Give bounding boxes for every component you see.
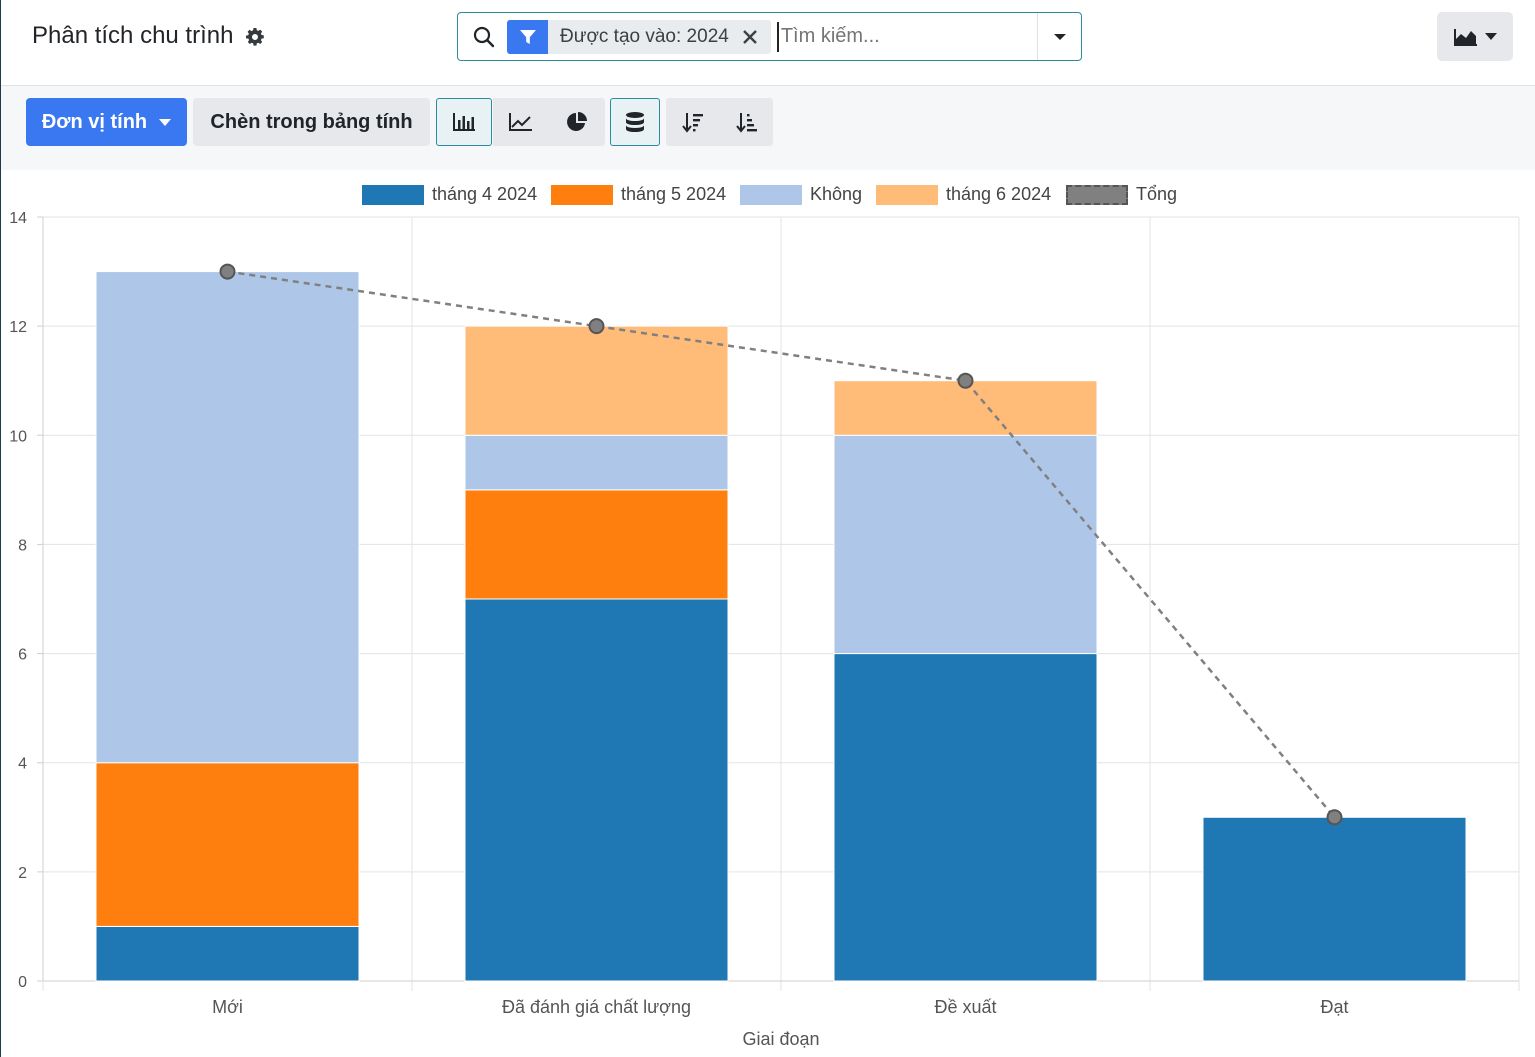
x-tick-label: Đạt <box>1320 997 1348 1017</box>
bar-segment <box>833 653 1098 982</box>
legend-label: Không <box>810 184 863 204</box>
bar-segment <box>833 380 1098 436</box>
legend-swatch <box>1066 184 1128 205</box>
legend-label: tháng 6 2024 <box>946 184 1052 204</box>
y-tick-label: 14 <box>9 210 27 227</box>
total-point <box>219 263 236 280</box>
x-tick-label: Mới <box>212 997 243 1017</box>
legend-swatch <box>362 184 424 205</box>
y-tick-label: 10 <box>9 428 27 445</box>
bar-segment <box>464 598 729 982</box>
legend-item[interactable]: tháng 6 2024 <box>876 184 1051 205</box>
bar-segment <box>464 489 729 600</box>
bar-segment <box>464 434 729 491</box>
legend-label: tháng 4 2024 <box>432 184 538 204</box>
facet-label: Được tạo vào: 2024 <box>560 25 729 47</box>
chart-area: tháng 4 2024 tháng 5 2024 Không tháng 6 … <box>1 170 1535 1057</box>
insert-label: Chèn trong bảng tính <box>210 110 413 133</box>
close-icon[interactable] <box>741 28 759 46</box>
legend-item[interactable]: tháng 4 2024 <box>362 184 537 205</box>
sort-ascending-button[interactable] <box>720 98 773 146</box>
total-point <box>588 318 605 335</box>
bar-segment <box>95 762 360 927</box>
y-tick-label: 8 <box>18 537 27 554</box>
gear-icon[interactable] <box>245 26 265 46</box>
y-tick-label: 2 <box>18 865 27 882</box>
y-tick-label: 6 <box>18 647 27 664</box>
y-tick-label: 4 <box>18 756 27 773</box>
database-icon <box>626 112 644 132</box>
legend-swatch <box>876 184 938 205</box>
line-chart-icon <box>509 113 532 131</box>
page-title-text: Phân tích chu trình <box>32 22 234 49</box>
stacked-button[interactable] <box>610 98 660 146</box>
page-title: Phân tích chu trình <box>32 22 265 50</box>
measures-label: Đơn vị tính <box>41 110 148 133</box>
caret-down-icon <box>1053 33 1066 40</box>
y-tick-label: 0 <box>18 974 27 991</box>
legend-label: Tổng <box>1136 184 1178 204</box>
sort-ascending-icon <box>735 113 757 133</box>
bar-segment <box>833 434 1098 655</box>
caret-down-icon <box>159 118 172 126</box>
insert-in-spreadsheet-button[interactable]: Chèn trong bảng tính <box>193 98 430 146</box>
search-icon[interactable] <box>473 26 495 48</box>
control-panel: Phân tích chu trình Được tạo vào: 2024 <box>1 0 1535 86</box>
search-options-toggle[interactable] <box>1037 13 1081 60</box>
total-point <box>957 372 974 389</box>
area-chart-icon <box>1454 28 1477 46</box>
line-chart-button[interactable] <box>493 98 549 146</box>
bar-segment <box>95 271 360 764</box>
bar-segment <box>95 925 360 982</box>
chart-legend: tháng 4 2024 tháng 5 2024 Không tháng 6 … <box>1 184 1535 208</box>
measures-button[interactable]: Đơn vị tính <box>26 98 187 146</box>
pie-chart-icon <box>567 112 587 131</box>
view-switcher[interactable] <box>1437 12 1513 61</box>
pie-chart-button[interactable] <box>549 98 605 146</box>
sort-descending-button[interactable] <box>666 98 720 146</box>
sort-descending-icon <box>682 113 703 133</box>
legend-item[interactable]: tháng 5 2024 <box>551 184 726 205</box>
bar-segment <box>1202 816 1467 982</box>
x-axis-label: Giai đoạn <box>742 1029 819 1049</box>
legend-item[interactable]: Không <box>740 184 862 205</box>
x-tick-label: Đề xuất <box>934 997 996 1017</box>
bar-chart-icon <box>453 113 475 131</box>
total-point <box>1326 809 1343 826</box>
legend-swatch <box>740 184 802 205</box>
bar-chart-button[interactable] <box>436 98 492 146</box>
stacked-bar-chart: 0 2 4 6 8 10 12 14 Mới Đã đánh giá chất lượng Đề x… <box>9 210 1520 1049</box>
graph-toolbar: Đơn vị tính Chèn trong bảng tính <box>1 86 1535 170</box>
legend-swatch <box>551 184 613 205</box>
caret-down-icon <box>1485 33 1497 40</box>
x-tick-label: Đã đánh giá chất lượng <box>502 997 691 1017</box>
search-facet: Được tạo vào: 2024 <box>507 19 771 54</box>
search-bar: Được tạo vào: 2024 <box>457 12 1082 61</box>
bar-segment <box>464 325 729 436</box>
filter-icon <box>507 19 548 54</box>
y-tick-label: 12 <box>9 319 27 336</box>
legend-item[interactable]: Tổng <box>1066 184 1177 205</box>
legend-label: tháng 5 2024 <box>621 184 727 204</box>
search-input[interactable] <box>776 21 1027 52</box>
